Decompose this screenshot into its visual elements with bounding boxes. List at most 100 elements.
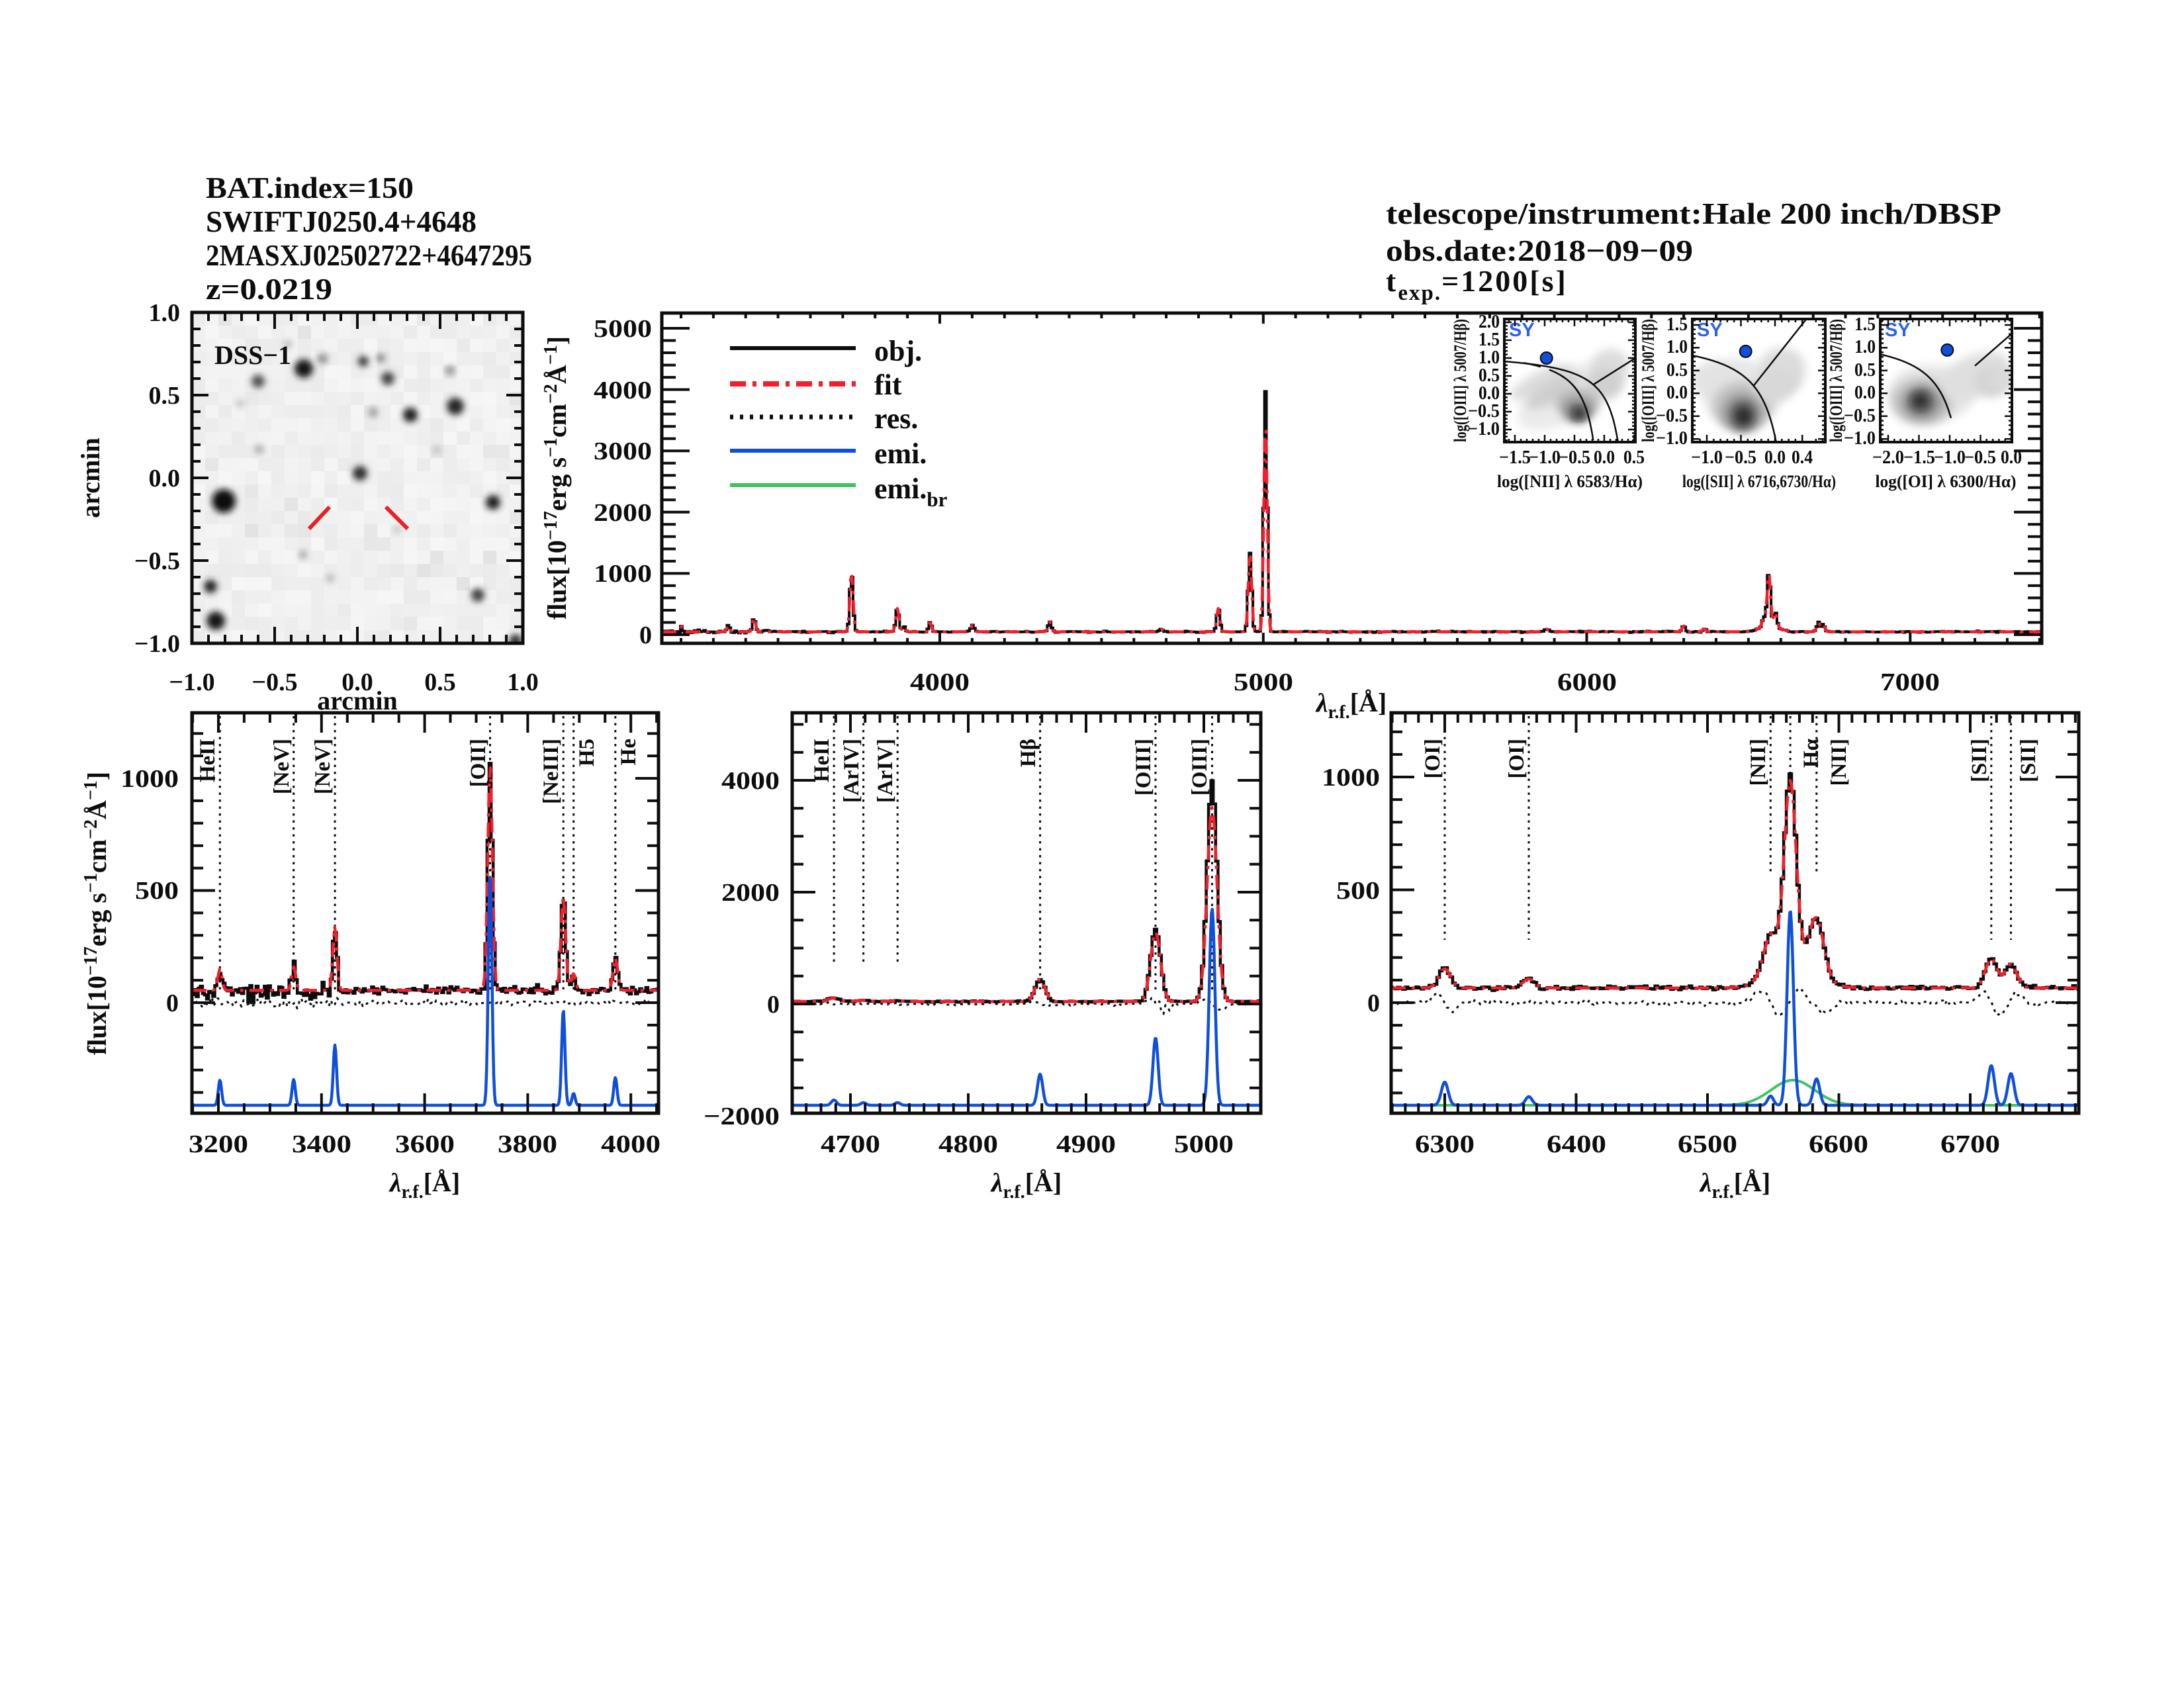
svg-text:SWIFTJ0250.4+4648: SWIFTJ0250.4+4648 (206, 205, 477, 238)
svg-text:Hα: Hα (1799, 738, 1823, 768)
svg-text:He: He (617, 739, 641, 765)
svg-text:flux[10−17erg s−1cm−2Å−1]: flux[10−17erg s−1cm−2Å−1] (81, 772, 112, 1055)
svg-text:res.: res. (874, 402, 918, 435)
svg-text:2MASXJ02502722+4647295: 2MASXJ02502722+4647295 (206, 238, 532, 272)
svg-text:[NII]: [NII] (1747, 739, 1770, 786)
svg-text:log([SII] λ 6716,6730/Hα): log([SII] λ 6716,6730/Hα) (1682, 472, 1836, 491)
svg-text:H5: H5 (575, 739, 599, 766)
svg-text:0: 0 (767, 991, 780, 1019)
svg-text:4700: 4700 (821, 1130, 880, 1158)
svg-text:−0.5: −0.5 (134, 547, 180, 575)
svg-text:[NeIII]: [NeIII] (539, 739, 563, 804)
svg-text:1.0: 1.0 (1479, 347, 1500, 368)
svg-text:−2.0: −2.0 (1872, 447, 1904, 468)
svg-text:4900: 4900 (1056, 1130, 1116, 1158)
svg-text:0.5: 0.5 (424, 668, 456, 696)
svg-text:[OIII]: [OIII] (1132, 739, 1156, 796)
svg-text:3800: 3800 (498, 1130, 557, 1158)
svg-text:log([OIII] λ 5007/Hβ): log([OIII] λ 5007/Hβ) (1639, 319, 1658, 442)
svg-text:arcmin: arcmin (75, 437, 105, 518)
svg-text:1000: 1000 (594, 560, 652, 588)
svg-text:6000: 6000 (1557, 668, 1617, 696)
svg-text:−0.5: −0.5 (1964, 447, 1996, 468)
svg-text:0.5: 0.5 (149, 382, 181, 410)
svg-text:7000: 7000 (1880, 668, 1940, 696)
svg-text:HeII: HeII (810, 739, 834, 782)
svg-text:1.5: 1.5 (1854, 314, 1876, 335)
svg-text:6300: 6300 (1415, 1130, 1475, 1158)
svg-text:−2000: −2000 (704, 1103, 780, 1130)
svg-text:SY: SY (1885, 320, 1911, 341)
svg-text:−1.0: −1.0 (1844, 428, 1876, 449)
svg-text:2.0: 2.0 (1479, 312, 1500, 332)
svg-text:λr.f.[Å]: λr.f.[Å] (1699, 1167, 1770, 1203)
svg-text:0.0: 0.0 (1764, 447, 1786, 468)
svg-text:1.0: 1.0 (1666, 337, 1688, 357)
svg-text:5000: 5000 (594, 315, 652, 343)
svg-text:4000: 4000 (594, 377, 652, 404)
svg-text:SY: SY (1509, 320, 1535, 341)
svg-text:−1.0: −1.0 (1691, 447, 1723, 468)
svg-text:[OI]: [OI] (1505, 739, 1529, 779)
svg-text:1000: 1000 (120, 765, 179, 793)
svg-text:−0.5: −0.5 (251, 668, 297, 696)
svg-text:−1.0: −1.0 (1934, 447, 1966, 468)
svg-text:λr.f.[Å]: λr.f.[Å] (990, 1167, 1062, 1203)
svg-text:0.0: 0.0 (341, 668, 373, 696)
svg-text:0.0: 0.0 (1666, 383, 1688, 403)
svg-text:3600: 3600 (395, 1130, 455, 1158)
svg-text:−1.0: −1.0 (169, 668, 214, 696)
svg-text:HeII: HeII (196, 739, 220, 782)
svg-text:6500: 6500 (1678, 1130, 1737, 1158)
svg-text:−1.0: −1.0 (134, 630, 180, 658)
svg-text:obs.date:2018−09−09: obs.date:2018−09−09 (1386, 234, 1693, 267)
svg-text:2000: 2000 (721, 879, 780, 907)
svg-text:arcmin: arcmin (317, 686, 397, 715)
svg-text:3000: 3000 (594, 437, 652, 465)
svg-text:−1.5: −1.5 (1499, 447, 1531, 468)
svg-text:0.0: 0.0 (1854, 383, 1876, 403)
svg-text:emi.: emi. (874, 437, 927, 470)
svg-text:500: 500 (1336, 877, 1380, 905)
svg-text:4000: 4000 (721, 767, 780, 795)
svg-text:[OI]: [OI] (1421, 739, 1445, 779)
svg-text:0.5: 0.5 (1479, 365, 1500, 386)
svg-text:0.5: 0.5 (1666, 360, 1688, 381)
svg-text:log([NII] λ 6583/Hα): log([NII] λ 6583/Hα) (1497, 472, 1643, 491)
svg-text:[OIII]: [OIII] (1188, 739, 1212, 796)
svg-text:[SII]: [SII] (1968, 739, 1991, 782)
svg-text:log([OI] λ 6300/Hα): log([OI] λ 6300/Hα) (1876, 472, 2017, 491)
svg-text:1.5: 1.5 (1479, 330, 1500, 350)
svg-text:[SII]: [SII] (2017, 739, 2040, 782)
svg-text:−1.0: −1.0 (1529, 447, 1561, 468)
svg-text:2000: 2000 (594, 499, 652, 527)
svg-text:0: 0 (1367, 989, 1380, 1017)
svg-text:[OII]: [OII] (467, 739, 490, 787)
svg-text:Hβ: Hβ (1017, 739, 1040, 767)
svg-text:0.0: 0.0 (1594, 447, 1615, 468)
svg-text:3200: 3200 (189, 1130, 248, 1158)
svg-text:6600: 6600 (1809, 1130, 1868, 1158)
svg-text:0.5: 0.5 (1623, 447, 1645, 468)
svg-text:obj.: obj. (874, 335, 922, 367)
svg-text:λr.f.[Å]: λr.f.[Å] (388, 1167, 460, 1203)
svg-text:0.0: 0.0 (2001, 447, 2022, 468)
svg-text:−0.5: −0.5 (1844, 406, 1876, 426)
svg-text:log([OIII] λ 5007/Hβ): log([OIII] λ 5007/Hβ) (1451, 319, 1470, 442)
svg-text:5000: 5000 (1234, 668, 1293, 696)
svg-text:DSS−1: DSS−1 (214, 340, 291, 370)
svg-text:6700: 6700 (1940, 1130, 2000, 1158)
svg-text:SY: SY (1697, 320, 1723, 341)
svg-text:log([OIII] λ 5007/Hβ): log([OIII] λ 5007/Hβ) (1827, 319, 1846, 442)
svg-text:6400: 6400 (1547, 1130, 1606, 1158)
svg-text:4800: 4800 (938, 1130, 998, 1158)
svg-text:1000: 1000 (1322, 764, 1380, 792)
svg-text:[NII]: [NII] (1827, 739, 1851, 786)
svg-text:0: 0 (639, 621, 652, 649)
svg-text:z=0.0219: z=0.0219 (206, 272, 332, 306)
svg-text:telescope/instrument:Hale 200: telescope/instrument:Hale 200 inch/DBSP (1386, 197, 2001, 230)
svg-text:[ArIV]: [ArIV] (840, 739, 864, 803)
svg-text:−1.0: −1.0 (1468, 419, 1500, 439)
svg-text:0: 0 (166, 989, 179, 1017)
svg-text:flux[10−17erg s−1cm−2Å−1]: flux[10−17erg s−1cm−2Å−1] (541, 336, 572, 619)
